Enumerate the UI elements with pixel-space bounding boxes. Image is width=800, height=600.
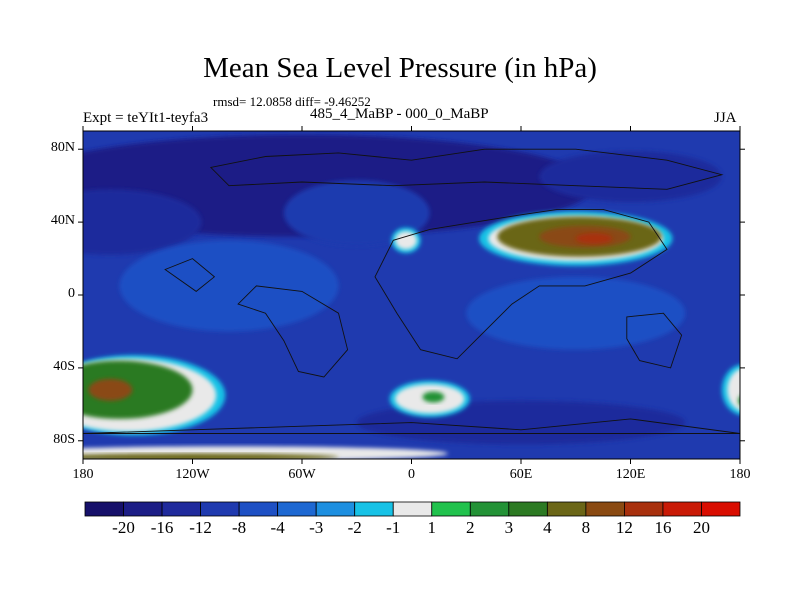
field-region-south-pacific-core [88, 378, 133, 401]
colorbar-swatch [200, 501, 240, 517]
colorbar-label: 12 [615, 518, 633, 537]
colorbar-label: -8 [232, 518, 247, 537]
colorbar-label: 1 [427, 518, 437, 537]
colorbar-swatch [585, 501, 625, 517]
field-region-far-east-south-high [738, 396, 740, 405]
colorbar-label: -2 [347, 518, 362, 537]
y-tick-label: 0 [68, 286, 75, 301]
colorbar-label: 16 [654, 518, 672, 537]
coastline-2 [237, 285, 349, 378]
colorbar-label: 4 [543, 518, 552, 537]
colorbar-swatch [238, 501, 279, 517]
difference-label: 485_4_MaBP - 000_0_MaBP [310, 106, 489, 122]
colorbar-swatch [508, 501, 548, 517]
colorbar-swatch [277, 501, 317, 517]
x-tick-label: 0 [408, 467, 415, 482]
x-tick-label: 120E [615, 467, 646, 482]
colorbar-swatch [546, 501, 587, 517]
coastline-6 [164, 258, 216, 292]
chart-title: Mean Sea Level Pressure (in hPa) [203, 52, 597, 84]
field-region-tropical-west [119, 240, 339, 332]
coastline-1 [374, 208, 668, 360]
colorbar-label: -20 [112, 518, 135, 537]
y-tick-label: 40N [50, 213, 75, 229]
coastline-4 [83, 418, 740, 434]
colorbar-swatch [84, 501, 124, 517]
field-region-south-pole-high [83, 453, 339, 459]
colorbar-label: 8 [581, 518, 591, 537]
axis-ticks [78, 126, 745, 464]
colorbar-swatch [354, 501, 394, 517]
coastlines [83, 148, 740, 434]
field-region-south-pacific-high [83, 360, 193, 419]
field-region-south-atlantic-high [422, 391, 445, 403]
colorbar-swatch [701, 501, 741, 517]
colorbar-swatch [431, 501, 471, 517]
field-region-europe-spot [395, 231, 417, 250]
colorbar-swatch [624, 501, 664, 517]
colorbar-swatch [392, 501, 433, 517]
season-label: JJA [714, 110, 737, 126]
coastline-5 [626, 312, 683, 369]
x-tick-label: 180 [72, 467, 94, 482]
experiment-label: Expt = teYIt1-teyfa3 [83, 110, 209, 126]
field-region-siberia-low [539, 151, 722, 203]
colorbar-label: -12 [189, 518, 212, 537]
colorbar-label: -4 [270, 518, 285, 537]
colorbar-swatch [315, 501, 356, 517]
colorbar-swatch [161, 501, 201, 517]
colorbar-label: -1 [386, 518, 401, 537]
stats-label: rmsd= 12.0858 diff= -9.46252 [213, 94, 371, 109]
colorbar-label: -16 [150, 518, 174, 537]
colorbar-label: 2 [466, 518, 475, 537]
colorbar-label: 3 [504, 518, 514, 537]
colorbar-swatch [123, 501, 163, 517]
x-tick-label: 60W [288, 467, 316, 482]
field-region-north-atlantic-low [283, 180, 430, 246]
field-region-north-pacific-low [83, 189, 202, 255]
y-tick-label: 80S [53, 431, 75, 447]
coastline-3 [209, 148, 724, 190]
x-tick-label: 180 [729, 467, 751, 482]
colorbar [84, 501, 741, 517]
colorbar-swatch [469, 501, 510, 517]
x-tick-label: 120W [175, 467, 210, 482]
field-region-tropical-east [466, 276, 686, 350]
y-tick-label: 80N [50, 140, 75, 156]
field-region-asia-peak [575, 233, 613, 244]
pressure-map [83, 131, 740, 459]
colorbar-label: -3 [309, 518, 324, 537]
colorbar-swatch [662, 501, 702, 517]
colorbar-label: 20 [692, 518, 710, 537]
field-region-far-east-south-edge [727, 368, 740, 411]
y-tick-label: 40S [53, 358, 75, 374]
x-tick-label: 60E [509, 467, 533, 482]
